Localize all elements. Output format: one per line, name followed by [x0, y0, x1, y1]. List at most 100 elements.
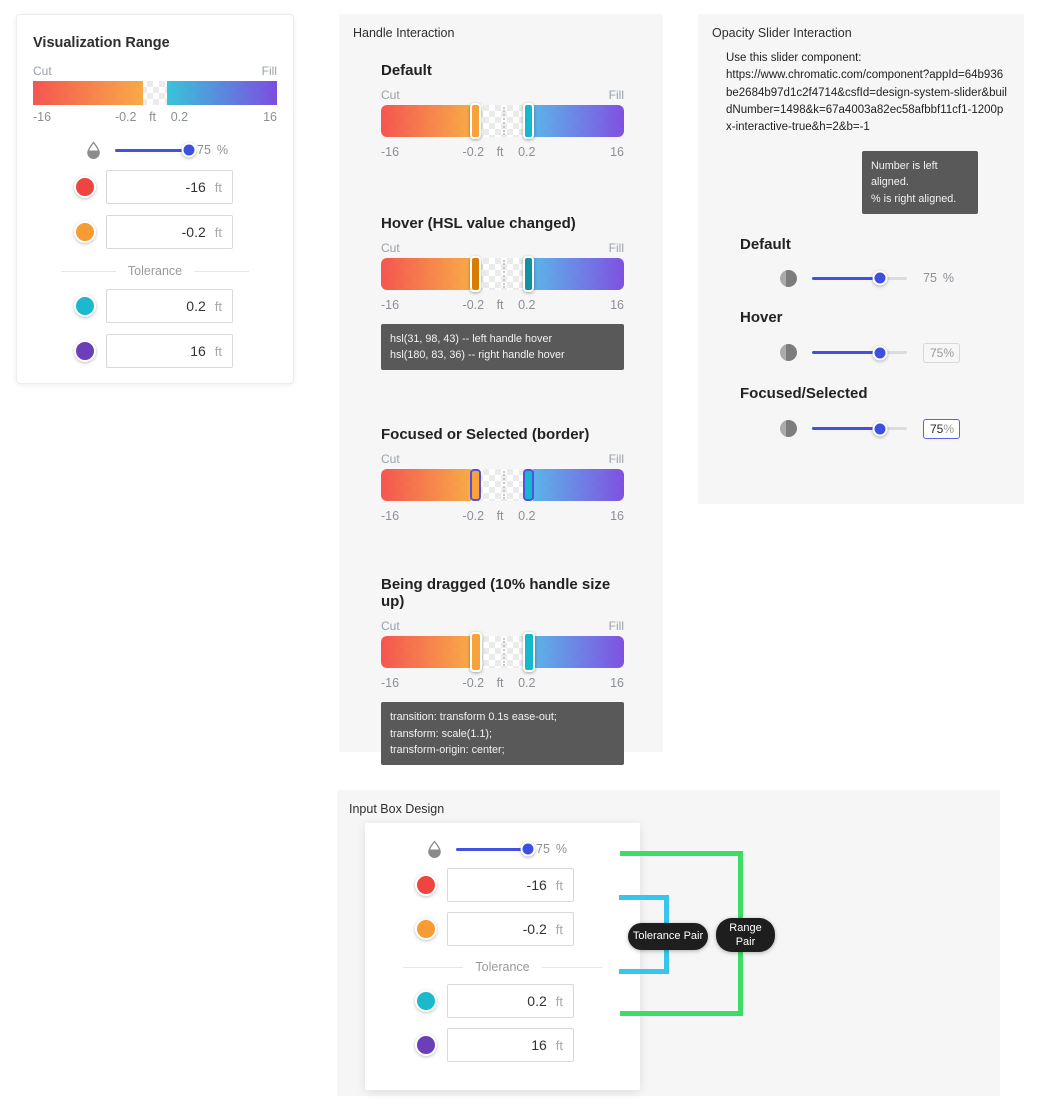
range-pair-pill: Range Pair: [716, 918, 775, 952]
slider-handle[interactable]: [872, 345, 888, 361]
handle-interaction-panel: Handle Interaction Default Cut Fill -16 …: [339, 14, 663, 765]
cut-min-input[interactable]: -16 ft: [106, 170, 233, 204]
cut-gradient-segment: [381, 469, 471, 502]
slider-value: 75 %: [923, 418, 960, 439]
scale-tick: ft: [496, 298, 504, 312]
hover-hsl-note: hsl(31, 98, 43) -- left handle hover hsl…: [381, 324, 624, 371]
slider-handle[interactable]: [872, 270, 888, 286]
input-value: -0.2: [181, 224, 206, 240]
cut-label: Cut: [381, 88, 400, 102]
state-title: Hover (HSL value changed): [381, 215, 576, 232]
input-value: -16: [526, 877, 547, 893]
cut-max-input[interactable]: -0.2 ft: [106, 215, 233, 249]
opacity-slider-focused: 75 %: [780, 418, 1024, 439]
slider-track[interactable]: [812, 270, 907, 286]
input-value: 0.2: [527, 993, 547, 1009]
left-handle-hover[interactable]: [469, 256, 481, 292]
opacity-slider-track[interactable]: [115, 142, 197, 158]
cut-min-input[interactable]: -16 ft: [447, 868, 574, 902]
cut-label: Cut: [381, 452, 400, 467]
scale-tick: ft: [149, 110, 157, 124]
visualization-range-card: Visualization Range Cut Fill -16 -0.2 ft…: [16, 14, 294, 384]
input-unit: ft: [214, 179, 222, 195]
bar-end-labels: Cut Fill: [381, 452, 624, 466]
right-handle-dragged[interactable]: [523, 632, 536, 673]
fill-max-input[interactable]: 16 ft: [106, 334, 233, 368]
center-dotted-line: [502, 107, 505, 135]
fill-max-input[interactable]: 16 ft: [447, 1028, 574, 1062]
opacity-slider-hover: 75 %: [780, 342, 1024, 363]
right-handle[interactable]: [523, 103, 535, 139]
slider-fill: [812, 276, 881, 280]
input-value: 16: [531, 1037, 547, 1053]
alignment-note: Number is left aligned. % is right align…: [862, 151, 978, 214]
slider-track[interactable]: [812, 345, 907, 361]
state-title: Default: [381, 62, 432, 79]
scale-tick: 0.2: [518, 509, 536, 524]
fill-gradient-segment: [533, 258, 624, 290]
range-bar-hover: [381, 256, 624, 292]
value-box-focused[interactable]: 75 %: [923, 418, 960, 439]
value-number: 75: [930, 421, 944, 436]
scale-tick: 16: [610, 145, 624, 159]
fill-min-row: 0.2 ft: [415, 984, 640, 1018]
opacity-slider-handle[interactable]: [181, 142, 197, 158]
tolerance-divider: Tolerance: [403, 960, 602, 974]
opacity-slider-panel: Opacity Slider Interaction Use this slid…: [698, 14, 1024, 504]
range-bar-dragged: [381, 632, 624, 673]
right-handle-hover[interactable]: [523, 256, 535, 292]
bar-end-labels: Cut Fill: [381, 241, 624, 255]
input-unit: ft: [555, 877, 563, 893]
right-handle-focused[interactable]: [523, 469, 535, 502]
range-bar-default: [381, 103, 624, 139]
fill-gradient-segment: [533, 105, 624, 137]
input-unit: ft: [555, 993, 563, 1009]
opacity-slider: 75 %: [427, 840, 640, 858]
fill-min-input[interactable]: 0.2 ft: [106, 289, 233, 323]
slider-fill: [115, 148, 189, 152]
cut-min-row: -16 ft: [74, 170, 277, 204]
state-title: Focused or Selected (border): [381, 426, 590, 444]
left-handle-focused[interactable]: [469, 469, 481, 502]
scale-tick: ft: [496, 676, 504, 691]
bar-end-labels: Cut Fill: [381, 88, 624, 102]
left-handle[interactable]: [469, 103, 481, 139]
red-dot: [74, 176, 96, 198]
state-title-focused: Focused/Selected: [740, 384, 868, 402]
center-dotted-line: [502, 471, 505, 500]
opacity-slider-handle[interactable]: [520, 841, 536, 857]
red-dot: [415, 874, 437, 896]
cut-max-input[interactable]: -0.2 ft: [447, 912, 574, 946]
slider-value: 75 %: [923, 342, 960, 363]
fill-min-input[interactable]: 0.2 ft: [447, 984, 574, 1018]
bar-scale: -16 -0.2 ft 0.2 16: [381, 298, 624, 313]
scale-tick: -16: [381, 298, 400, 312]
fill-max-row: 16 ft: [415, 1028, 640, 1062]
fill-label: Fill: [608, 452, 624, 467]
card-title: Visualization Range: [33, 35, 170, 51]
slider-track[interactable]: [812, 421, 907, 437]
state-section-default: Default Cut Fill -16 -0.2 ft 0.2 16: [381, 62, 624, 160]
input-unit: ft: [214, 298, 222, 314]
teal-dot: [74, 295, 96, 317]
value-unit: %: [943, 421, 955, 436]
fill-gradient-segment: [533, 636, 624, 669]
value-box[interactable]: 75 %: [923, 342, 960, 363]
opacity-slider-track[interactable]: [456, 841, 536, 857]
fill-min-row: 0.2 ft: [74, 289, 277, 323]
bar-end-labels: Cut Fill: [33, 64, 277, 78]
scale-tick: -16: [33, 110, 52, 124]
slider-value: 75 %: [923, 271, 954, 285]
scale-tick: 16: [610, 676, 624, 691]
input-unit: ft: [214, 343, 222, 359]
left-handle-dragged[interactable]: [469, 632, 482, 673]
cut-min-row: -16 ft: [415, 868, 640, 902]
fill-label: Fill: [608, 241, 624, 255]
opacity-droplet-icon: [87, 141, 100, 159]
input-unit: ft: [555, 1037, 563, 1053]
scale-tick: 16: [263, 110, 277, 124]
center-dotted-line: [502, 260, 505, 288]
input-value: 16: [190, 343, 206, 359]
slider-handle[interactable]: [872, 421, 888, 437]
